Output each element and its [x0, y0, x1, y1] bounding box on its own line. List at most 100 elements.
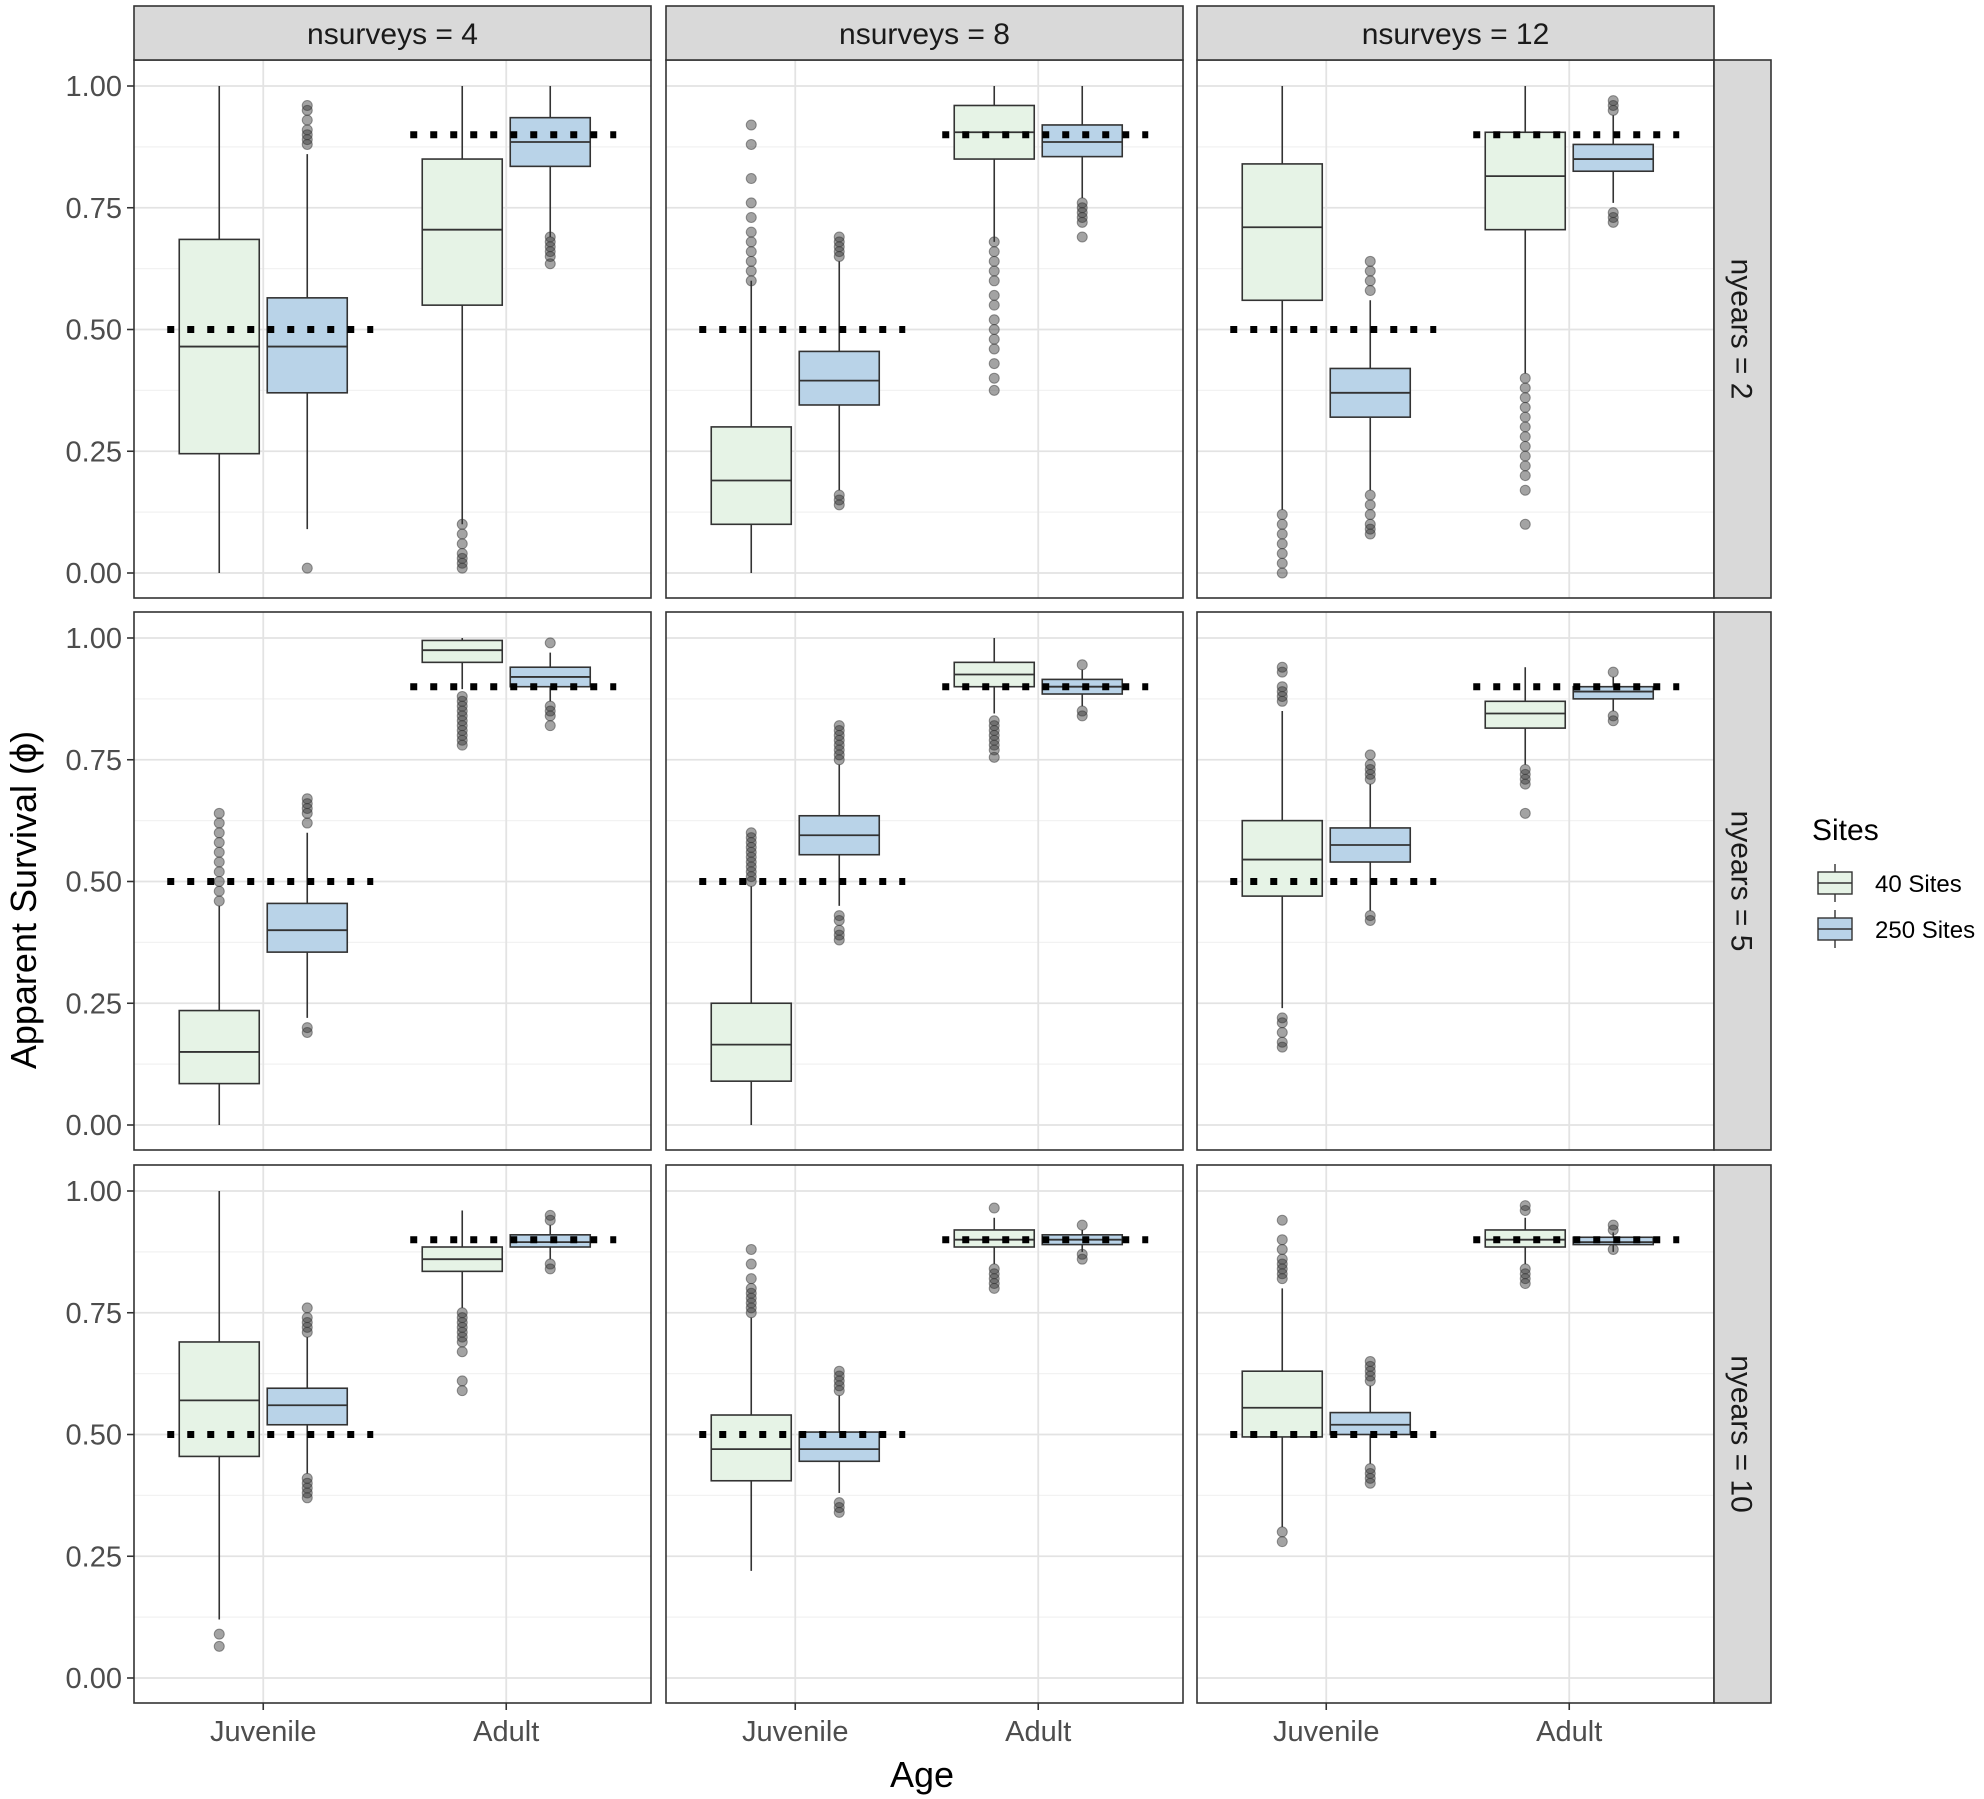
legend-label: 250 Sites: [1875, 917, 1975, 944]
outlier-point: [833, 1497, 845, 1509]
outlier-point: [213, 817, 225, 829]
y-tick-label: 0.50: [66, 315, 122, 347]
y-tick-label: 0.50: [66, 867, 122, 899]
box-adult-250-sites: [509, 86, 592, 270]
outlier-point: [1076, 705, 1088, 717]
outlier-point: [213, 1640, 225, 1652]
row-strip: nyears = 10: [1713, 1164, 1772, 1704]
outlier-point: [745, 138, 757, 150]
outlier-point: [988, 236, 1000, 248]
outlier-point: [745, 119, 757, 131]
outlier-point: [1276, 1012, 1288, 1024]
box-adult-40-sites: [953, 638, 1036, 763]
outlier-point: [544, 700, 556, 712]
outlier-point: [745, 265, 757, 277]
row-strip-background: [1713, 611, 1772, 1151]
outlier-point: [1276, 1036, 1288, 1048]
y-axis-title: Apparent Survival (ϕ): [3, 731, 44, 1069]
outlier-point: [1276, 509, 1288, 521]
y-tick-label: 0.00: [66, 1110, 122, 1142]
column-strip-background: [133, 5, 652, 61]
box-iqr: [1241, 1370, 1324, 1438]
outlier-point: [213, 856, 225, 868]
outlier-point: [456, 1375, 468, 1387]
column-strip-label: nsurveys = 4: [307, 18, 478, 51]
box-iqr: [178, 1341, 261, 1458]
box-iqr: [266, 297, 349, 394]
outlier-point: [745, 255, 757, 267]
box-juvenile-40-sites: [178, 86, 261, 573]
box-adult-40-sites: [953, 86, 1036, 396]
outlier-point: [745, 1273, 757, 1285]
outlier-point: [1519, 421, 1531, 433]
legend-title: Sites: [1812, 814, 1879, 847]
outlier-point: [301, 124, 313, 136]
box-iqr: [1484, 700, 1567, 729]
outlier-point: [988, 265, 1000, 277]
facet-panel: [1196, 611, 1715, 1151]
strips-layer: nsurveys = 4 nsurveys = 8 nsurveys = 12 nye…: [133, 5, 1772, 1704]
legend-item: 250 Sites: [1817, 910, 1975, 948]
box-iqr: [1484, 131, 1567, 231]
y-tick-label: 0.25: [66, 1541, 122, 1573]
outlier-point: [988, 384, 1000, 396]
outlier-point: [1519, 392, 1531, 404]
legend-label: 40 Sites: [1875, 871, 1962, 898]
box-iqr: [710, 1002, 793, 1082]
outlier-point: [456, 548, 468, 560]
outlier-point: [544, 637, 556, 649]
box-iqr: [1241, 163, 1324, 302]
facet-panel: [133, 1164, 652, 1704]
outlier-point: [301, 1022, 313, 1034]
outlier-point: [988, 289, 1000, 301]
outlier-point: [1607, 207, 1619, 219]
outlier-point: [1276, 681, 1288, 693]
y-tick-label: 0.00: [66, 1663, 122, 1695]
outlier-point: [988, 333, 1000, 345]
facet-panel: [133, 611, 652, 1151]
box-iqr: [710, 1414, 793, 1482]
y-tick-label: 0.75: [66, 745, 122, 777]
outlier-point: [1519, 470, 1531, 482]
outlier-point: [1519, 484, 1531, 496]
facet-panel: [665, 1164, 1184, 1704]
outlier-point: [1276, 528, 1288, 540]
box-adult-250-sites: [1041, 86, 1124, 243]
outlier-point: [1607, 1219, 1619, 1231]
outlier-point: [1607, 1243, 1619, 1255]
outlier-point: [988, 343, 1000, 355]
outlier-point: [988, 1202, 1000, 1214]
outlier-point: [1519, 450, 1531, 462]
x-tick-label: Adult: [473, 1716, 539, 1748]
outlier-point: [1607, 95, 1619, 107]
outlier-point: [1276, 567, 1288, 579]
x-tick-label: Juvenile: [1273, 1716, 1379, 1748]
outlier-point: [213, 807, 225, 819]
box-juvenile-40-sites: [1241, 86, 1324, 579]
box-juvenile-250-sites: [1329, 255, 1412, 540]
outlier-point: [1276, 538, 1288, 550]
box-juvenile-40-sites: [710, 827, 793, 1125]
box-iqr: [1041, 124, 1124, 158]
box-iqr: [421, 639, 504, 664]
box-adult-40-sites: [421, 86, 504, 574]
box-juvenile-250-sites: [266, 1302, 349, 1504]
y-tick-label: 0.75: [66, 193, 122, 225]
column-strip: nsurveys = 4: [133, 5, 652, 61]
facet-panel: [1196, 1164, 1715, 1704]
box-juvenile-250-sites: [798, 231, 881, 511]
outlier-point: [988, 358, 1000, 370]
outlier-point: [1076, 231, 1088, 243]
row-strip-label: nyears = 10: [1725, 1355, 1758, 1513]
y-tick-label: 0.00: [66, 558, 122, 590]
outlier-point: [1519, 401, 1531, 413]
outlier-point: [1364, 749, 1376, 761]
outlier-point: [1276, 1536, 1288, 1548]
outlier-point: [1519, 460, 1531, 472]
outlier-point: [1607, 666, 1619, 678]
outlier-point: [544, 720, 556, 732]
box-iqr: [266, 1387, 349, 1426]
outlier-point: [1276, 548, 1288, 560]
outlier-point: [988, 715, 1000, 727]
facet-panel: [133, 59, 652, 599]
